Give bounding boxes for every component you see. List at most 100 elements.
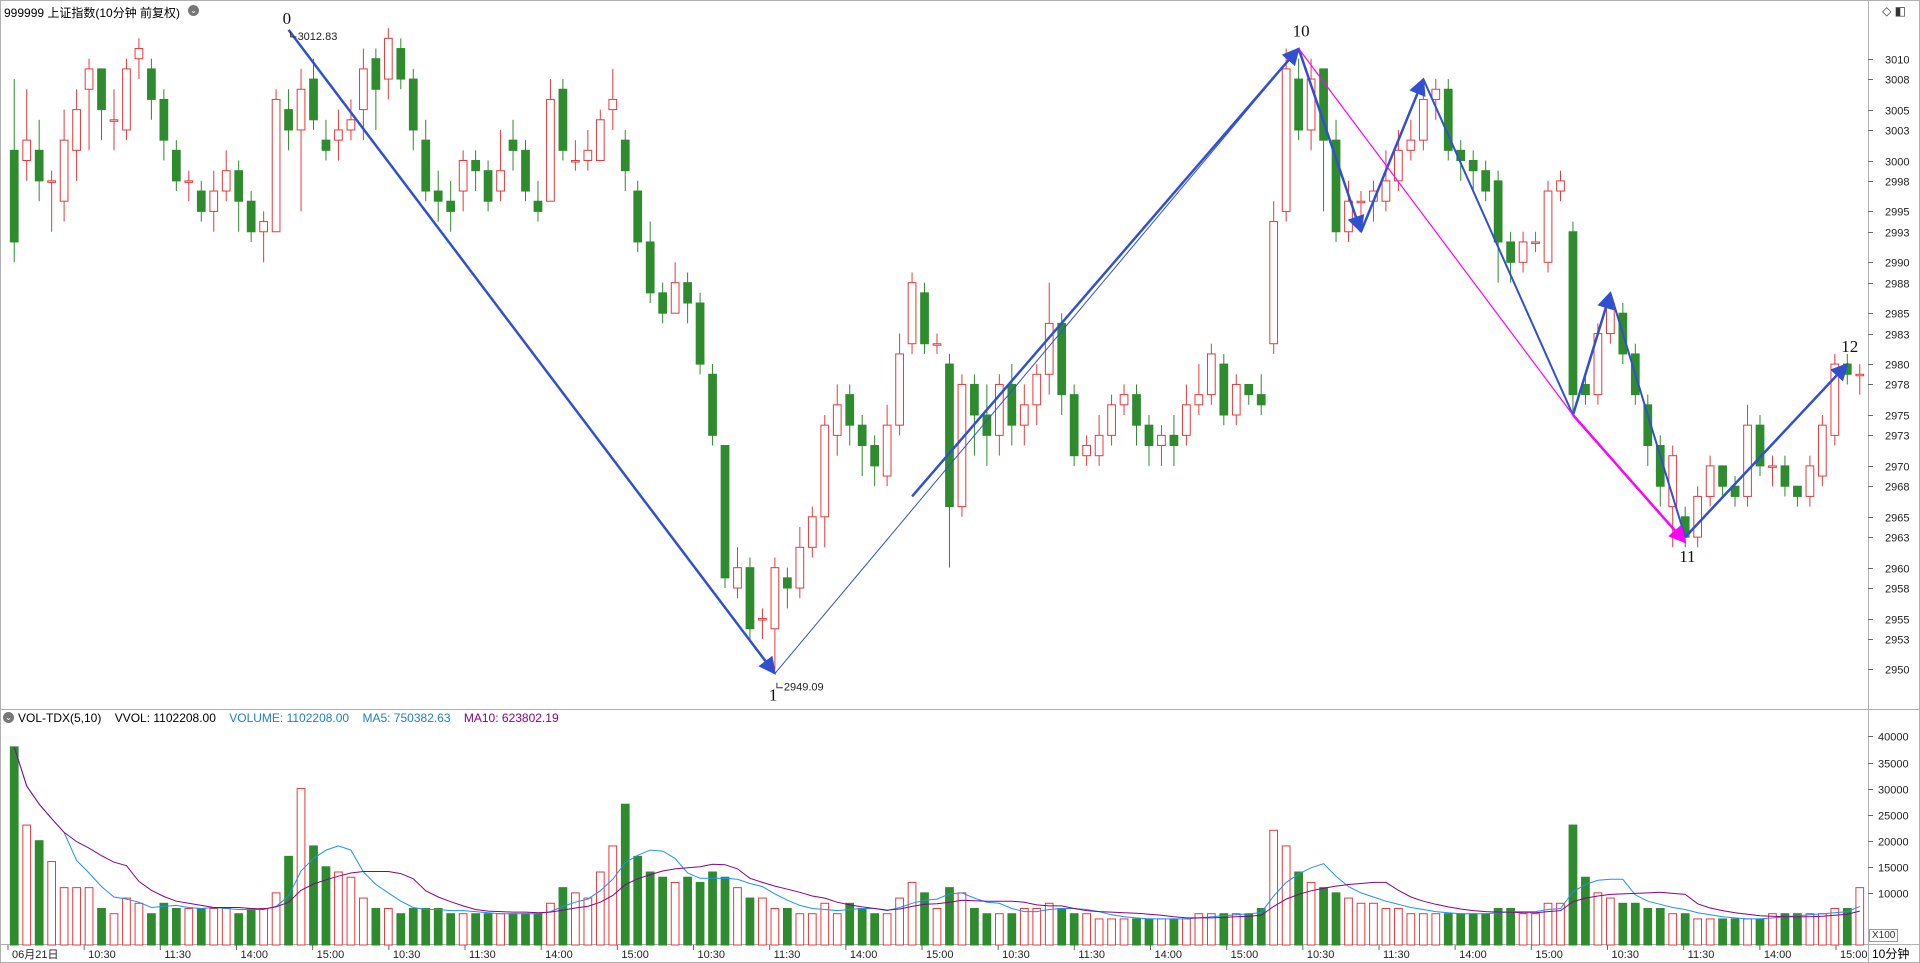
candle-body <box>782 577 792 589</box>
volume-bar <box>895 897 904 946</box>
candle-body <box>1231 383 1241 416</box>
time-tick-label: 11:30 <box>1078 949 1105 961</box>
volume-bar <box>907 881 917 946</box>
candle-body <box>421 139 431 192</box>
candle-body <box>1493 180 1503 243</box>
price-tick-label: 2963 <box>1885 533 1909 545</box>
candle-body <box>1855 373 1865 377</box>
candle-body <box>408 78 418 131</box>
candle-body <box>483 170 493 202</box>
volume-bar <box>1743 918 1752 946</box>
time-tick-label: 11:30 <box>1688 949 1715 961</box>
candle-body <box>695 302 705 365</box>
volume-bar <box>1593 892 1603 946</box>
candle-body <box>1805 465 1815 497</box>
wave-arrow <box>1359 77 1426 233</box>
time-tick-label: 10:30 <box>698 949 726 961</box>
volume-bar <box>720 876 730 946</box>
candle-body <box>209 190 219 212</box>
candle-body <box>945 363 954 508</box>
candle-body <box>508 139 518 151</box>
volume-bar <box>1281 845 1291 946</box>
volume-bar <box>1693 918 1703 946</box>
volume-bar <box>196 908 206 946</box>
candle-body <box>1780 465 1790 487</box>
volume-bar <box>733 887 742 946</box>
candle-body <box>1556 180 1565 192</box>
volume-bar <box>47 861 57 946</box>
volume-bar <box>1381 908 1391 946</box>
volume-bar <box>1019 908 1029 946</box>
price-tick-label: 2975 <box>1885 411 1909 423</box>
volume-bar <box>321 866 331 946</box>
volume-unit-label: X100 <box>1869 929 1899 942</box>
time-tick-label: 15:00 <box>926 949 954 961</box>
time-tick-label: 10:30 <box>88 949 116 961</box>
candle-body <box>371 58 381 90</box>
candle-body <box>658 292 668 314</box>
volume-bar <box>1431 913 1441 946</box>
volume-bar <box>134 902 144 946</box>
collapse-volume-panel-icon[interactable]: ⌄ <box>3 712 14 723</box>
candle-body <box>670 282 680 314</box>
volume-bar <box>1107 918 1116 946</box>
candle-body <box>1381 180 1391 202</box>
price-tick-label: 2985 <box>1885 309 1909 321</box>
candle-body <box>1319 68 1328 141</box>
candle-body <box>1718 465 1727 487</box>
period-label[interactable]: 10分钟 <box>1872 947 1910 961</box>
volume-bar <box>832 913 842 946</box>
volume-bar <box>782 908 792 946</box>
candle-body <box>446 200 456 212</box>
volume-indicator-header: VOL-TDX(5,10) VVOL: 1102208.00 VOLUME: 1… <box>18 711 569 725</box>
collapse-price-panel-icon[interactable]: ⌄ <box>188 5 199 16</box>
price-tick-label: 2990 <box>1885 258 1909 270</box>
wave-arrow <box>1297 48 1365 234</box>
candle-body <box>471 160 480 172</box>
candle-body <box>795 546 805 589</box>
candle-body <box>1194 394 1204 406</box>
candles <box>9 28 1865 670</box>
volume-bar <box>695 881 705 946</box>
volume-bar <box>383 908 393 946</box>
candle-body <box>1206 353 1216 396</box>
volume-bar <box>433 908 443 946</box>
ma10-value: MA10: 623802.19 <box>463 711 559 725</box>
volume-bar <box>1443 913 1453 946</box>
volume-bar <box>1668 913 1678 946</box>
candle-body <box>1157 434 1166 447</box>
volume-bar <box>334 871 343 946</box>
time-tick-label: 14:00 <box>1764 949 1792 961</box>
candle-body <box>770 567 780 630</box>
time-tick-label: 15:00 <box>1840 949 1868 961</box>
volume-bar <box>72 887 81 946</box>
ma5-line <box>13 746 1860 920</box>
candle-body <box>309 78 318 121</box>
candle-body <box>34 149 44 182</box>
volume-bar <box>1481 913 1491 946</box>
volume-bar <box>1418 913 1428 946</box>
candle-body <box>1543 190 1553 263</box>
candle-body <box>882 424 892 477</box>
volume-axis: 10000 15000 20000 25000 30000 35000 40000 <box>1868 732 1909 901</box>
volume-bar <box>184 908 194 946</box>
volume-bar <box>309 845 318 946</box>
time-tick-label: 10:30 <box>1002 949 1030 961</box>
chart-toolbar-icons[interactable]: ◇ ◧ <box>1882 4 1906 18</box>
wave-label: 0 <box>283 9 292 28</box>
volume-bar <box>945 887 954 946</box>
wave-arrow <box>1572 414 1687 544</box>
candle-body <box>1406 139 1416 151</box>
volume-bar <box>471 913 480 946</box>
candle-body <box>608 98 618 111</box>
price-tick-label: 2965 <box>1885 513 1909 525</box>
candle-body <box>807 516 817 548</box>
price-tick-label: 2955 <box>1885 615 1909 627</box>
volume-bar <box>970 908 979 946</box>
candle-body <box>745 567 755 630</box>
wave-label: 10 <box>1293 22 1310 41</box>
candle-body <box>109 119 119 122</box>
volume-bar <box>1718 918 1727 946</box>
volume-bar <box>159 902 169 946</box>
